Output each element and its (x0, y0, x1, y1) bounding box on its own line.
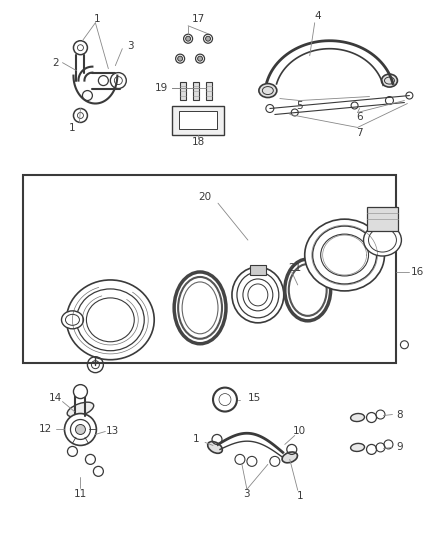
Ellipse shape (350, 443, 364, 451)
Bar (250, 265, 266, 275)
Text: 16: 16 (411, 267, 424, 277)
Text: 14: 14 (49, 393, 62, 402)
Ellipse shape (381, 74, 397, 87)
Text: 2: 2 (52, 58, 59, 68)
Text: 17: 17 (191, 14, 205, 24)
Text: 1: 1 (94, 14, 101, 24)
Ellipse shape (208, 441, 223, 453)
Text: 6: 6 (356, 112, 363, 123)
Circle shape (178, 56, 183, 61)
Ellipse shape (282, 452, 297, 463)
Text: 19: 19 (155, 83, 168, 93)
Text: 21: 21 (288, 263, 301, 273)
Circle shape (75, 424, 85, 434)
Text: 13: 13 (106, 426, 119, 437)
Bar (206, 82, 212, 100)
Text: 4: 4 (314, 11, 321, 21)
Bar (23, 175, 396, 362)
Circle shape (74, 385, 88, 399)
Circle shape (198, 56, 202, 61)
Text: 3: 3 (127, 41, 134, 51)
Circle shape (186, 36, 191, 41)
Ellipse shape (67, 280, 154, 360)
Circle shape (64, 414, 96, 446)
Bar (180, 82, 186, 100)
Text: 8: 8 (396, 409, 403, 419)
Bar (367, 207, 399, 231)
Text: 5: 5 (297, 101, 303, 110)
Text: 15: 15 (248, 393, 261, 402)
Text: 9: 9 (396, 442, 403, 453)
Bar (193, 82, 199, 100)
Text: 12: 12 (39, 424, 52, 434)
Text: 11: 11 (74, 489, 87, 499)
Text: 20: 20 (198, 192, 212, 202)
Circle shape (205, 36, 211, 41)
Text: 10: 10 (293, 426, 306, 437)
Text: 1: 1 (193, 434, 199, 445)
Text: 7: 7 (356, 128, 363, 139)
Ellipse shape (305, 219, 385, 291)
Ellipse shape (259, 84, 277, 98)
Text: 1: 1 (297, 491, 303, 501)
Bar (179, 111, 217, 130)
Text: 3: 3 (244, 489, 250, 499)
Text: 1: 1 (69, 124, 76, 133)
Ellipse shape (350, 414, 364, 422)
Bar (172, 106, 224, 135)
Ellipse shape (232, 267, 284, 323)
Ellipse shape (61, 311, 83, 329)
Ellipse shape (67, 402, 94, 417)
Text: 18: 18 (191, 138, 205, 148)
Ellipse shape (364, 224, 401, 256)
